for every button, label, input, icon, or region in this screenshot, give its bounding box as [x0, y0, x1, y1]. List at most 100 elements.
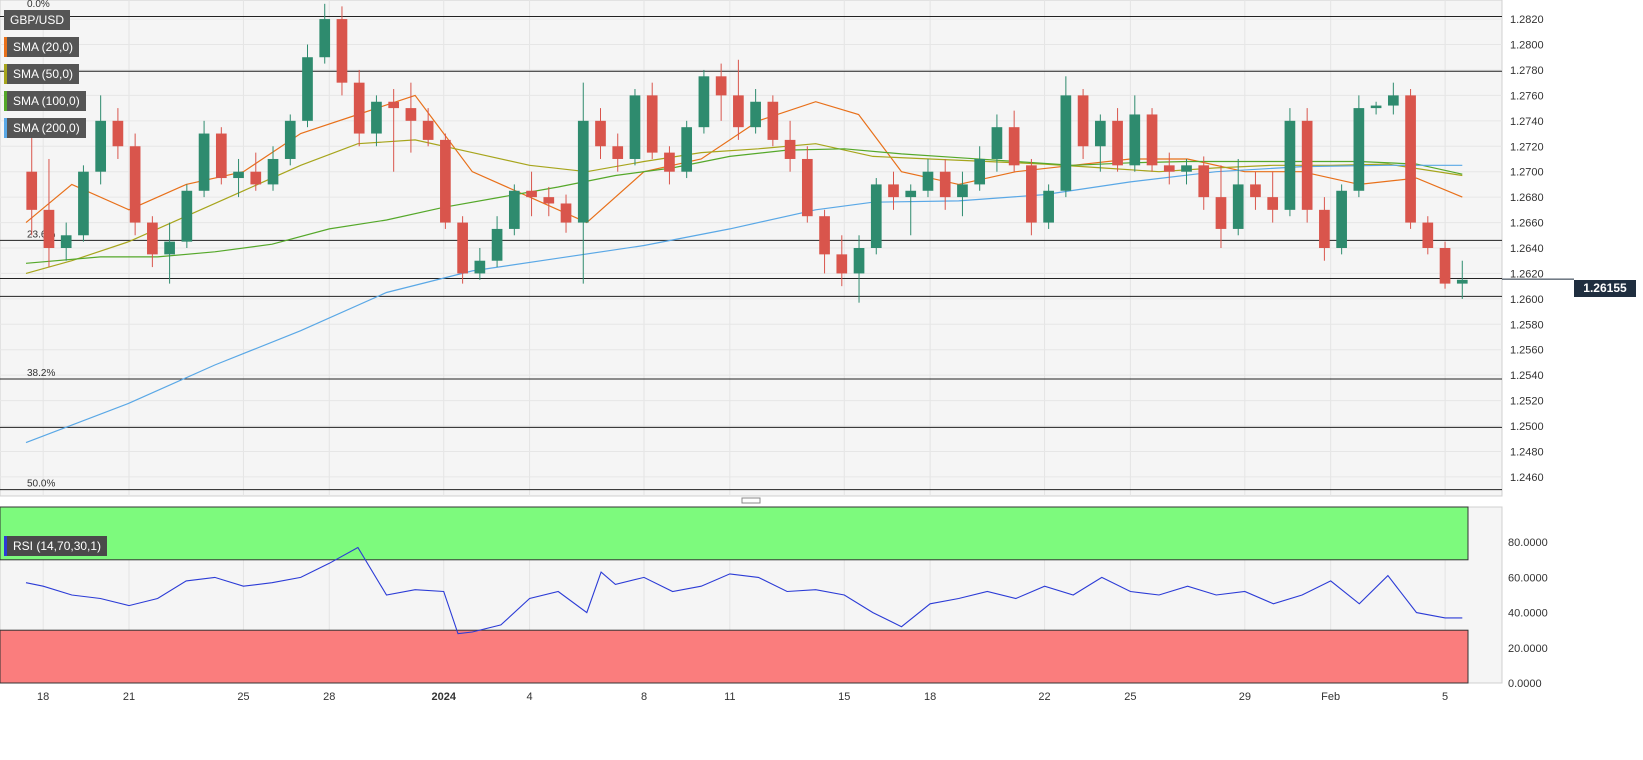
candle-body [233, 171, 244, 179]
candle-body [1094, 120, 1106, 147]
x-tick-label: 22 [1038, 691, 1050, 703]
x-tick-label: 25 [1124, 691, 1136, 703]
candle-body [284, 120, 296, 159]
x-tick-label: 28 [323, 691, 335, 703]
rsi-line [25, 546, 1463, 635]
candle-body [1405, 95, 1416, 223]
candle-body [1060, 95, 1072, 191]
candle-body [543, 197, 555, 204]
candle-body [939, 171, 951, 198]
price-tick-label: 1.2480 [1510, 446, 1544, 458]
candle-body [1456, 279, 1468, 284]
legend-item-sma-20[interactable]: SMA (20,0) [4, 37, 86, 57]
candle-body [1422, 222, 1434, 248]
candle-body [905, 190, 917, 198]
x-tick-label: 5 [1442, 691, 1448, 703]
candle-body [1301, 120, 1313, 210]
candle-body [1353, 108, 1365, 191]
x-tick-label: 29 [1239, 691, 1251, 703]
candle-body [147, 222, 158, 255]
candle-body [733, 95, 744, 128]
sma-line [25, 164, 1463, 444]
candle-body [1284, 120, 1296, 210]
candle-body [353, 82, 365, 134]
x-tick-label: 15 [838, 691, 850, 703]
candle-body [1181, 165, 1192, 172]
last-price-tag: 1.26155 [1574, 280, 1636, 297]
candle-body [457, 222, 468, 274]
candle-body [1077, 95, 1089, 147]
indicator-legend: GBP/USD SMA (20,0) SMA (50,0) SMA (100,0… [4, 10, 86, 145]
x-tick-label: 18 [924, 691, 936, 703]
candle-body [129, 146, 141, 223]
price-tick-label: 1.2740 [1510, 116, 1544, 128]
price-tick-label: 1.2800 [1510, 40, 1544, 52]
candle-body [95, 120, 107, 172]
candle-body [715, 76, 727, 96]
candle-body [698, 76, 710, 128]
candle-body [1387, 95, 1399, 106]
legend-item-sma-50[interactable]: SMA (50,0) [4, 64, 86, 84]
candle-body [43, 209, 55, 248]
price-tick-label: 1.2780 [1510, 65, 1544, 77]
candle-body [560, 203, 572, 223]
candle-body [1439, 248, 1451, 284]
candle-body [164, 241, 175, 255]
candle-body [198, 133, 210, 191]
pane-resize-handle [741, 497, 761, 504]
candle-body [664, 152, 675, 172]
rsi-badge[interactable]: RSI (14,70,30,1) [4, 536, 108, 556]
price-tick-label: 1.2820 [1510, 14, 1544, 26]
sma-50-swatch [4, 64, 7, 84]
legend-item-sma-200[interactable]: SMA (200,0) [4, 118, 86, 138]
symbol-badge[interactable]: GBP/USD [4, 10, 86, 30]
candle-body [1043, 190, 1054, 223]
candle-body [1146, 114, 1158, 166]
rsi-tick-label: 20.0000 [1508, 643, 1548, 655]
candle-body [1163, 165, 1175, 172]
candle-body [888, 184, 899, 198]
x-tick-label: 4 [526, 691, 532, 703]
candle-body [801, 158, 813, 217]
candle-body [336, 19, 348, 83]
x-tick-label: 21 [123, 691, 135, 703]
legend-item-sma-100[interactable]: SMA (100,0) [4, 91, 86, 111]
price-tick-label: 1.2580 [1510, 319, 1544, 331]
candle-body [957, 184, 968, 198]
fib-level-label: 23.6% [27, 229, 55, 240]
candle-body [629, 95, 641, 159]
sma-20-label: SMA (20,0) [7, 37, 80, 57]
candle-body [26, 171, 38, 210]
price-tick-label: 1.2460 [1510, 472, 1544, 484]
candle-body [767, 101, 779, 140]
candle-body [853, 248, 865, 274]
candle-body [1336, 190, 1347, 248]
candle-body [750, 101, 761, 128]
candle-body [1129, 114, 1141, 166]
rsi-tick-label: 0.0000 [1508, 678, 1542, 690]
candle-body [1026, 165, 1037, 223]
rsi-oversold-zone [0, 629, 1469, 684]
candle-body [836, 254, 848, 274]
candle-body [870, 184, 882, 248]
price-tick-label: 1.2520 [1510, 396, 1544, 408]
candle-body [78, 171, 89, 236]
candle-body [1267, 197, 1279, 210]
candle-body [1232, 184, 1244, 229]
candle-body [922, 171, 934, 191]
candle-body [319, 19, 331, 58]
candle-body [371, 101, 382, 134]
x-tick-label: 11 [724, 691, 735, 703]
rsi-tick-label: 60.0000 [1508, 572, 1548, 584]
candle-body [508, 190, 520, 229]
price-tick-label: 1.2600 [1510, 294, 1544, 306]
candle-body [250, 171, 262, 185]
sma-20-swatch [4, 37, 7, 57]
rsi-swatch [4, 536, 7, 556]
price-tick-label: 1.2500 [1510, 421, 1544, 433]
price-tick-label: 1.2560 [1510, 345, 1544, 357]
candle-body [302, 57, 313, 121]
candle-body [646, 95, 658, 153]
